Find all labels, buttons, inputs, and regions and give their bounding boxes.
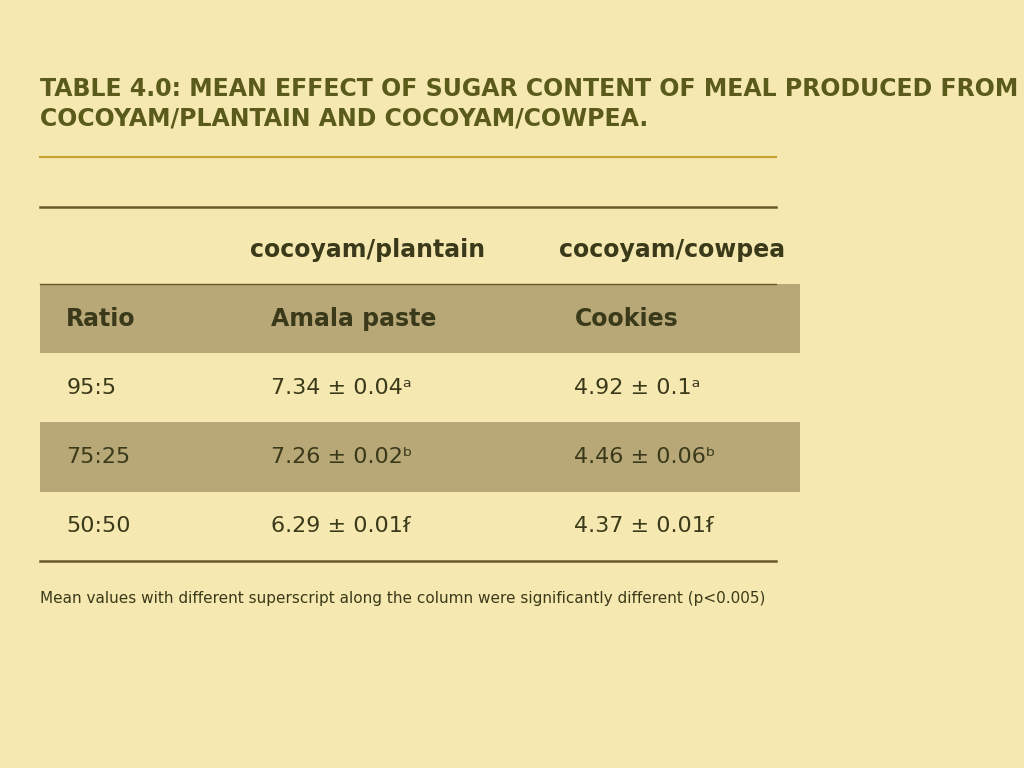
Bar bbox=[40, 284, 823, 353]
Text: 4.92 ± 0.1ᵃ: 4.92 ± 0.1ᵃ bbox=[574, 378, 700, 398]
Text: 4.37 ± 0.01ẜ: 4.37 ± 0.01ẜ bbox=[574, 516, 714, 536]
Bar bbox=[40, 422, 823, 492]
Text: Cookies: Cookies bbox=[574, 306, 678, 331]
Text: Mean values with different superscript along the column were significantly diffe: Mean values with different superscript a… bbox=[40, 591, 765, 607]
Text: TABLE 4.0: MEAN EFFECT OF SUGAR CONTENT OF MEAL PRODUCED FROM
COCOYAM/PLANTAIN A: TABLE 4.0: MEAN EFFECT OF SUGAR CONTENT … bbox=[40, 77, 1018, 131]
Text: Ratio: Ratio bbox=[67, 306, 136, 331]
Text: 95:5: 95:5 bbox=[67, 378, 117, 398]
Text: 7.26 ± 0.02ᵇ: 7.26 ± 0.02ᵇ bbox=[270, 447, 412, 467]
Text: Amala paste: Amala paste bbox=[270, 306, 436, 331]
Text: 50:50: 50:50 bbox=[67, 516, 131, 536]
Text: cocoyam/cowpea: cocoyam/cowpea bbox=[559, 237, 784, 262]
Text: 7.34 ± 0.04ᵃ: 7.34 ± 0.04ᵃ bbox=[270, 378, 412, 398]
Text: cocoyam/plantain: cocoyam/plantain bbox=[250, 237, 485, 262]
Text: 4.46 ± 0.06ᵇ: 4.46 ± 0.06ᵇ bbox=[574, 447, 716, 467]
Text: 75:25: 75:25 bbox=[67, 447, 131, 467]
Text: 6.29 ± 0.01ẜ: 6.29 ± 0.01ẜ bbox=[270, 516, 411, 536]
Bar bbox=[40, 353, 823, 422]
Bar bbox=[40, 492, 823, 561]
